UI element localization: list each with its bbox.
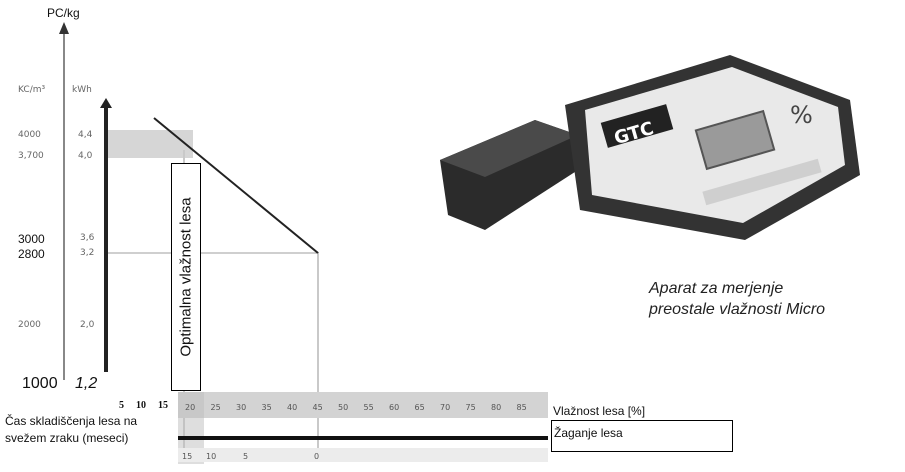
- y-tick-left-3700: 3,700: [18, 151, 44, 161]
- sawing-label: Žaganje lesa: [554, 426, 623, 440]
- y-bottom-right: 1,2: [75, 375, 98, 392]
- x-tick-label: 80: [491, 403, 501, 412]
- y-tick-right-3000: 3,6: [80, 233, 95, 243]
- x-tick-label: 50: [338, 403, 348, 412]
- x-tick-label: 85: [517, 403, 527, 412]
- scale-bar-arrow: [100, 98, 112, 108]
- x-tick-label: 45: [313, 403, 323, 412]
- y-tick-right-3700: 4,0: [78, 151, 93, 161]
- x-start-tick-5: 5: [119, 400, 124, 411]
- trend-line: [153, 117, 319, 254]
- device-caption-line1: Aparat za merjenje: [649, 280, 784, 297]
- device-unit: %: [790, 101, 813, 129]
- moisture-axis-band: [178, 392, 548, 418]
- optimal-moisture-label: Optimalna vlažnost lesa: [177, 197, 195, 357]
- y-tick-right-4000: 4,4: [78, 130, 93, 140]
- storage-tick-label: 10: [206, 452, 216, 461]
- y-tick-left-4000: 4000: [18, 130, 41, 140]
- device-logo-bg: [600, 104, 674, 148]
- storage-tick-label: 0: [314, 452, 319, 461]
- optimal-band-top: [108, 130, 193, 158]
- storage-tick-label: 15: [182, 452, 192, 461]
- x-tick-label: 35: [262, 403, 272, 412]
- y-bottom-left: 1000: [22, 375, 58, 392]
- y-axis-left-header: KC/m³: [18, 85, 46, 95]
- x-tick-label: 75: [466, 403, 476, 412]
- device-probe-top: [440, 120, 578, 177]
- x-tick-label: 20: [185, 403, 195, 412]
- moisture-meter-device: GTC %: [440, 55, 860, 240]
- device-caption-line2: preostale vlažnosti Micro: [649, 301, 826, 318]
- y-tick-right-2800: 3,2: [80, 248, 95, 258]
- y-tick-left-2800: 2800: [18, 247, 45, 261]
- y-tick-left-3000: 3000: [18, 232, 45, 246]
- x-tick-label: 65: [415, 403, 425, 412]
- x-start-tick-10: 10: [136, 400, 146, 411]
- y-tick-left-2000: 2000: [18, 320, 41, 330]
- y-axis-title: PC/kg: [47, 6, 80, 20]
- y-tick-right-2000: 2,0: [80, 320, 95, 330]
- x-tick-label: 55: [364, 403, 374, 412]
- x-tick-label: 40: [287, 403, 297, 412]
- x-tick-label: 70: [440, 403, 450, 412]
- device-label-strip: [702, 158, 822, 206]
- device-display: [694, 109, 776, 171]
- optimal-moisture-box: Optimalna vlažnost lesa: [171, 163, 201, 391]
- scale-bar: [104, 102, 108, 372]
- y-axis-right-header: kWh: [72, 85, 92, 95]
- x-tick-label: 60: [389, 403, 399, 412]
- y-axis-arrow: [59, 22, 69, 34]
- storage-label: Čas skladiščenja lesa na svežem zraku (m…: [5, 414, 138, 445]
- storage-axis-band: [178, 448, 548, 462]
- x-start-tick-15: 15: [158, 400, 168, 411]
- x-tick-label: 25: [211, 403, 221, 412]
- storage-tick-label: 5: [243, 452, 248, 461]
- x-axis-label: Vlažnost lesa [%]: [553, 404, 646, 418]
- sawing-box: Žaganje lesa: [551, 420, 733, 452]
- x-tick-label: 30: [236, 403, 246, 412]
